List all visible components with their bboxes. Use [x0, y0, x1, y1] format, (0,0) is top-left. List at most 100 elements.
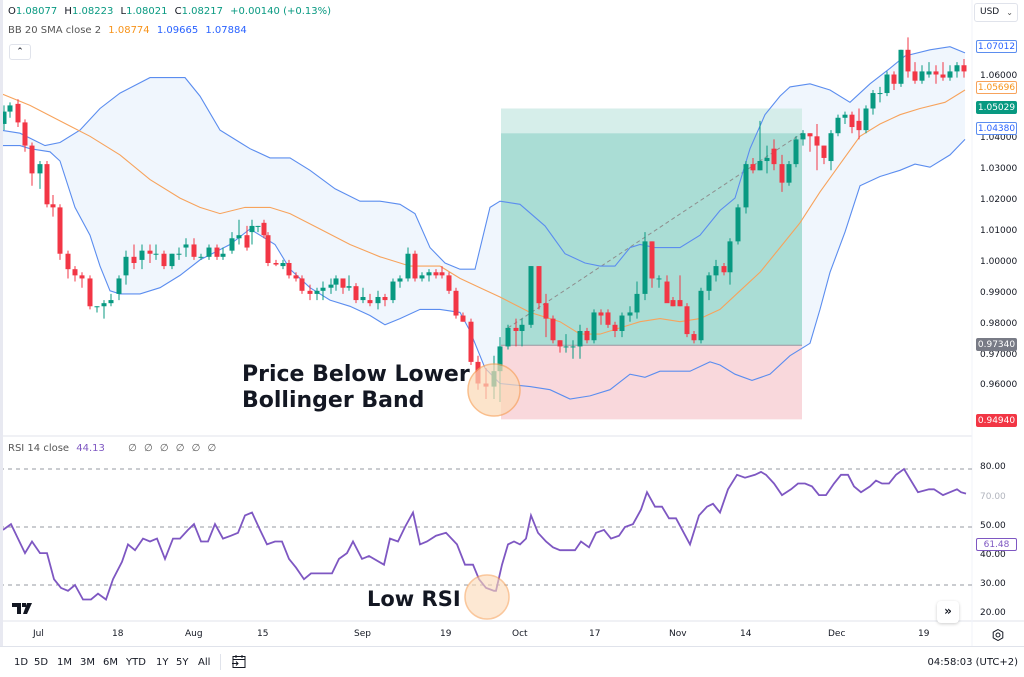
tradingview-logo[interactable] [12, 601, 36, 619]
range-button-6m[interactable]: 6M [103, 657, 118, 668]
candle-body [353, 286, 359, 301]
rsi-placeholder-values: ∅ ∅ ∅ ∅ ∅ ∅ [128, 443, 219, 454]
candle-body [346, 286, 352, 288]
candle-body [563, 346, 569, 348]
candle-body [87, 278, 93, 307]
price-axis-label: 1.03000 [980, 164, 1018, 174]
time-axis-label: Nov [669, 629, 687, 639]
candle-body [22, 122, 28, 146]
candle-body [786, 164, 792, 183]
candle-body [863, 108, 869, 131]
collapse-legend-button[interactable]: ⌃ [9, 44, 31, 60]
range-button-ytd[interactable]: YTD [126, 657, 146, 668]
trade-path-line [507, 132, 803, 329]
candle-body [280, 263, 286, 267]
candle-body [727, 241, 733, 273]
candle-body [954, 65, 960, 72]
currency-label: USD [980, 7, 1000, 17]
candle-body [550, 318, 556, 341]
candle-body [870, 93, 876, 109]
candle-body [314, 290, 320, 294]
loss-zone[interactable] [501, 345, 802, 420]
time-axis-label: Dec [828, 629, 846, 639]
candle-body [891, 74, 897, 84]
rsi-axis-label: 30.00 [980, 579, 1006, 589]
price-axis-label: 0.99000 [980, 288, 1018, 298]
candle-body [912, 71, 918, 81]
rsi-current-tag: 61.48 [976, 538, 1017, 551]
clock-timezone[interactable]: 04:58:03 (UTC+2) [927, 657, 1018, 668]
candle-body [261, 222, 267, 236]
candle-body [807, 133, 813, 137]
candle-body [265, 235, 271, 263]
chart-canvas[interactable] [0, 0, 1024, 646]
candle-body [713, 266, 719, 276]
candle-body [497, 346, 503, 372]
candle-body [94, 306, 100, 308]
candle-body [656, 278, 662, 280]
settings-gear-icon[interactable] [992, 629, 1004, 641]
candle-body [800, 133, 806, 140]
candle-body [214, 247, 220, 257]
candle-body [706, 275, 712, 291]
candle-body [44, 164, 50, 205]
candle-body [116, 278, 122, 294]
bollinger-band-fill [0, 46, 965, 399]
candle-body [439, 272, 445, 276]
candle-body [147, 250, 153, 254]
candle-body [72, 269, 78, 276]
profit-zone-upper[interactable] [501, 108, 802, 134]
candle-body [220, 253, 226, 257]
candle-body [670, 300, 676, 307]
candle-body [108, 300, 114, 304]
currency-dropdown[interactable]: USD ⌄ [974, 3, 1018, 22]
range-button-all[interactable]: All [198, 657, 211, 668]
annotation-circle-rsi [464, 574, 510, 620]
price-tag: 1.07012 [976, 40, 1017, 53]
price-tag: 1.05696 [976, 81, 1017, 94]
time-axis-label: Jul [33, 629, 44, 639]
candle-body [557, 340, 563, 347]
scroll-to-realtime-button[interactable]: » [937, 601, 959, 623]
candle-body [101, 303, 107, 307]
candle-body [691, 334, 697, 341]
candle-body [513, 327, 519, 331]
time-axis-label: 17 [589, 629, 601, 639]
bb-label: BB 20 SMA close 2 [8, 25, 102, 36]
candle-body [328, 284, 334, 288]
range-button-5y[interactable]: 5Y [176, 657, 189, 668]
close-label: C [174, 6, 182, 17]
left-panel-edge [0, 0, 3, 646]
candle-body [764, 157, 770, 162]
range-button-3m[interactable]: 3M [80, 657, 95, 668]
range-button-1y[interactable]: 1Y [156, 657, 169, 668]
candle-body [856, 120, 862, 131]
candle-body [367, 300, 373, 304]
candle-body [926, 71, 932, 75]
candle-body [229, 238, 235, 251]
rsi-legend[interactable]: RSI 14 close 44.13 ∅ ∅ ∅ ∅ ∅ ∅ [8, 443, 218, 454]
candle-body [505, 327, 511, 347]
candle-body [299, 278, 305, 291]
candle-body [828, 133, 834, 162]
candle-body [206, 247, 212, 257]
candle-body [468, 321, 474, 362]
calendar-goto-icon[interactable] [231, 654, 247, 669]
range-button-5d[interactable]: 5D [34, 657, 49, 668]
time-axis-label: 18 [112, 629, 124, 639]
annotation-circle-price [467, 363, 521, 417]
candle-body [333, 278, 339, 285]
range-button-1m[interactable]: 1M [57, 657, 72, 668]
candle-body [919, 71, 925, 81]
candle-body [536, 266, 542, 304]
range-button-1d[interactable]: 1D [14, 657, 29, 668]
chevron-down-icon: ⌄ [1006, 8, 1013, 17]
candle-body [642, 241, 648, 294]
candle-body [360, 296, 366, 301]
candle-body [771, 148, 777, 165]
candle-body [877, 93, 883, 95]
candle-body [835, 117, 841, 134]
candle-body [570, 346, 576, 348]
bb-legend[interactable]: BB 20 SMA close 2 1.08774 1.09665 1.0788… [8, 25, 251, 36]
